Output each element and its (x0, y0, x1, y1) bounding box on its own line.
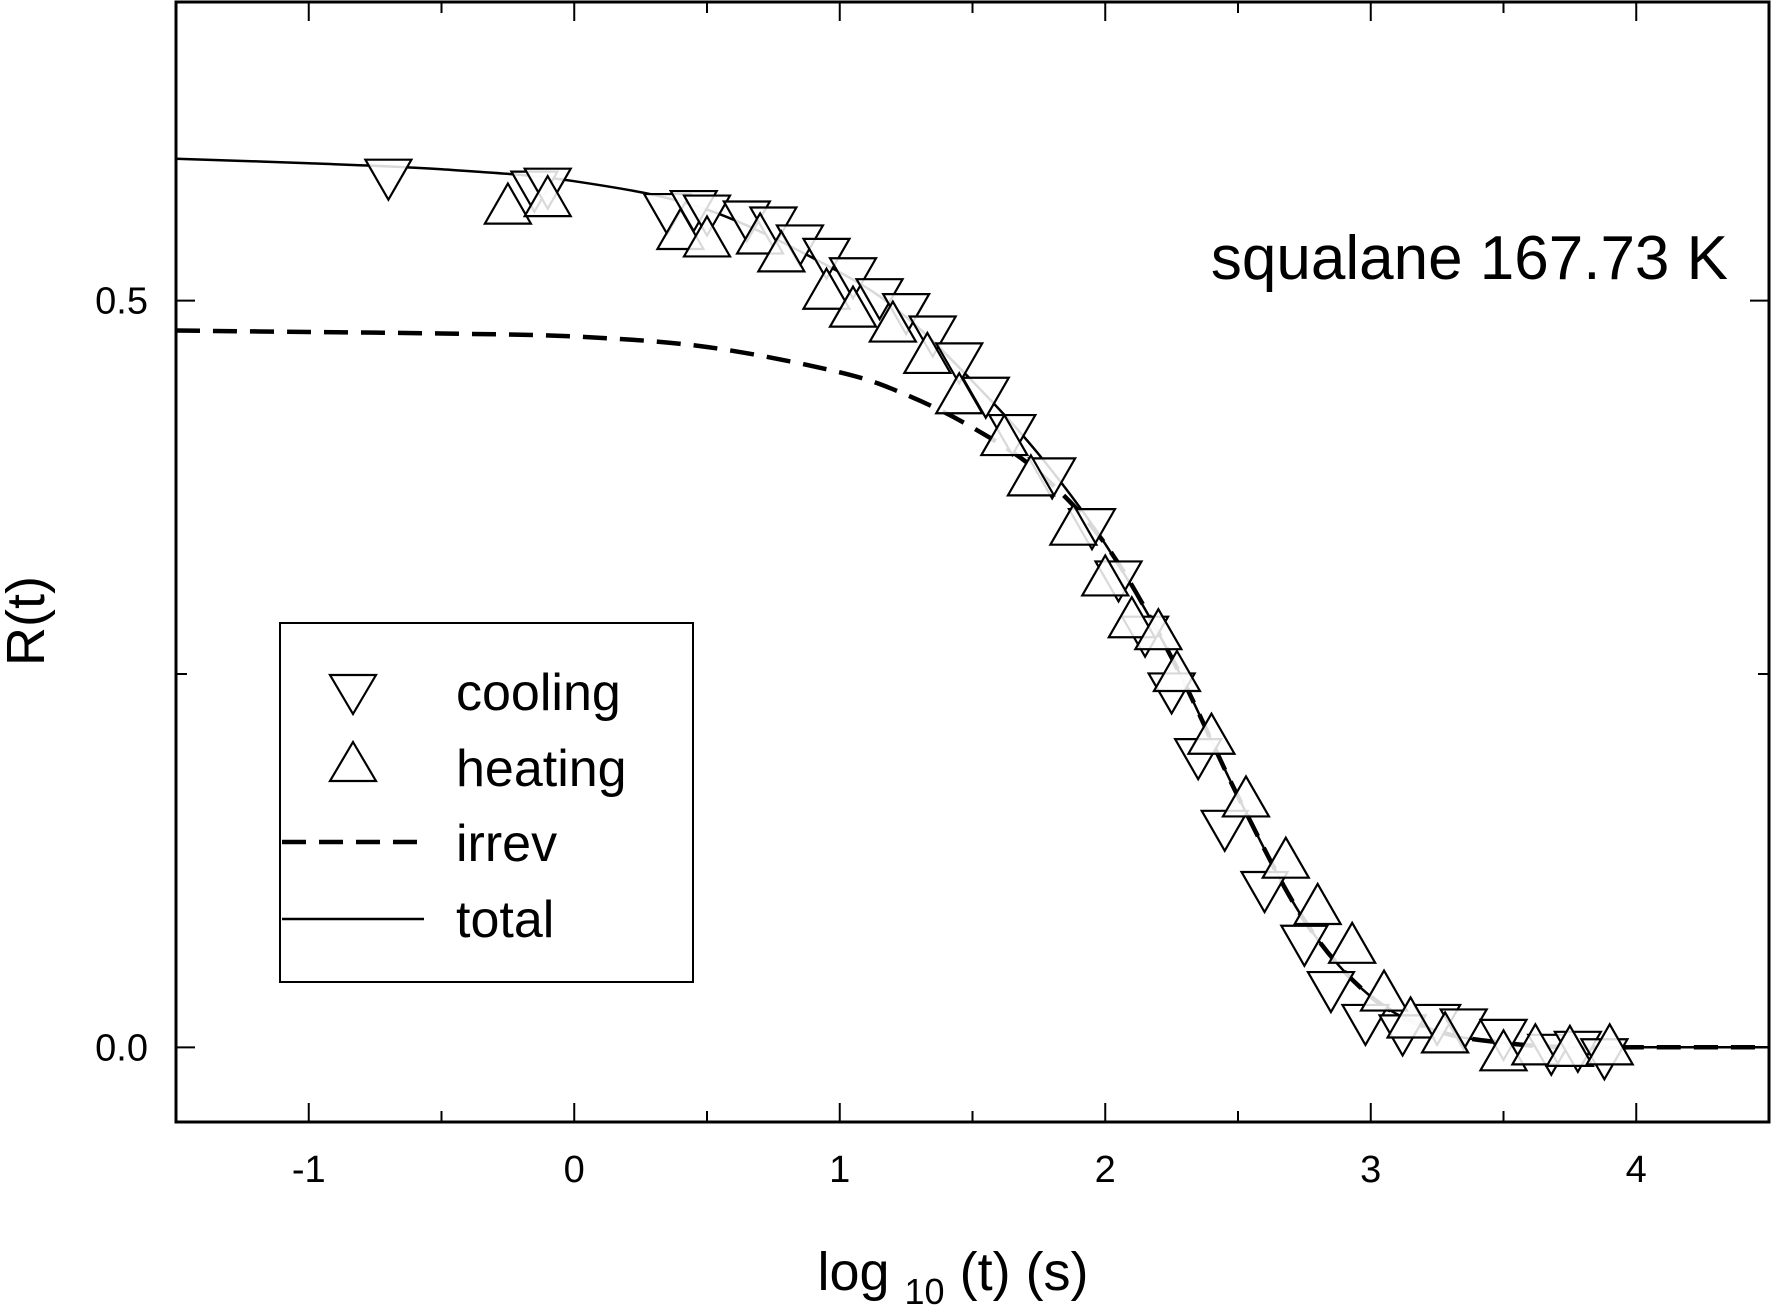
y-axis-label: R(t) (0, 576, 56, 666)
marker-heating (1292, 881, 1343, 926)
marker-heating (867, 299, 918, 343)
marker-heating (1080, 553, 1131, 597)
x-tick-label: 3 (1360, 1149, 1381, 1191)
marker-heating (1544, 1023, 1595, 1067)
legend-irrev-label: irrev (456, 815, 557, 873)
x-tick-label: 1 (829, 1149, 850, 1191)
x-axis-label-suffix: (t) (s) (960, 1242, 1089, 1302)
marker-heating (1260, 835, 1311, 879)
legend-total-label: total (456, 891, 554, 949)
x-tick-label: -1 (292, 1149, 326, 1191)
x-axis-label-prefix: log (817, 1242, 889, 1302)
x-tick-label: 0 (564, 1149, 585, 1191)
marker-heating (735, 211, 786, 255)
marker-heating (801, 266, 852, 310)
legend-heating-label: heating (456, 740, 627, 798)
marker-cooling (363, 158, 414, 202)
marker-heating (1510, 1022, 1561, 1066)
chart-annotation: squalane 167.73 K (1211, 224, 1728, 293)
marker-heating (756, 229, 807, 273)
marker-heating (1048, 502, 1099, 546)
y-tick-label: 0.5 (95, 281, 148, 323)
marker-heating (1006, 453, 1056, 497)
x-axis-label-subscript: 10 (905, 1271, 945, 1312)
marker-heating (655, 206, 706, 251)
marker-heating (1106, 595, 1157, 639)
marker-heating (1133, 606, 1184, 651)
marker-heating (1385, 995, 1436, 1039)
legend-heating-marker (328, 739, 378, 783)
marker-heating (1359, 968, 1409, 1012)
marker-heating (1221, 774, 1271, 818)
marker-heating (1152, 648, 1202, 693)
marker-heating (1186, 711, 1237, 755)
legend-cooling-label: cooling (456, 664, 621, 722)
marker-heating (522, 173, 573, 218)
x-tick-label: 4 (1626, 1149, 1647, 1191)
marker-heating (934, 371, 985, 415)
data-markers (363, 158, 1635, 1082)
marker-heating (482, 181, 533, 225)
marker-heating (979, 412, 1030, 457)
x-axis-label: log 10 (t) (s) (817, 1242, 1088, 1313)
marker-heating (1420, 1010, 1470, 1054)
marker-heating (1327, 920, 1378, 964)
legend: cooling heating irrev total (279, 622, 694, 983)
marker-heating (682, 214, 732, 258)
marker-cooling (1239, 870, 1290, 915)
marker-heating (1584, 1022, 1635, 1066)
marker-cooling (1279, 924, 1330, 968)
marker-heating (902, 330, 953, 375)
x-tick-label: 2 (1095, 1149, 1116, 1191)
marker-heating (828, 284, 878, 328)
marker-cooling (934, 342, 985, 386)
legend-cooling-marker (328, 673, 378, 717)
marker-cooling (1199, 809, 1250, 854)
marker-cooling (907, 315, 958, 359)
y-tick-label: 0.0 (95, 1027, 148, 1069)
marker-cooling (1306, 970, 1356, 1015)
axis-tick-labels: -1 0 1 2 3 4 0.0 0.5 (95, 281, 1647, 1191)
